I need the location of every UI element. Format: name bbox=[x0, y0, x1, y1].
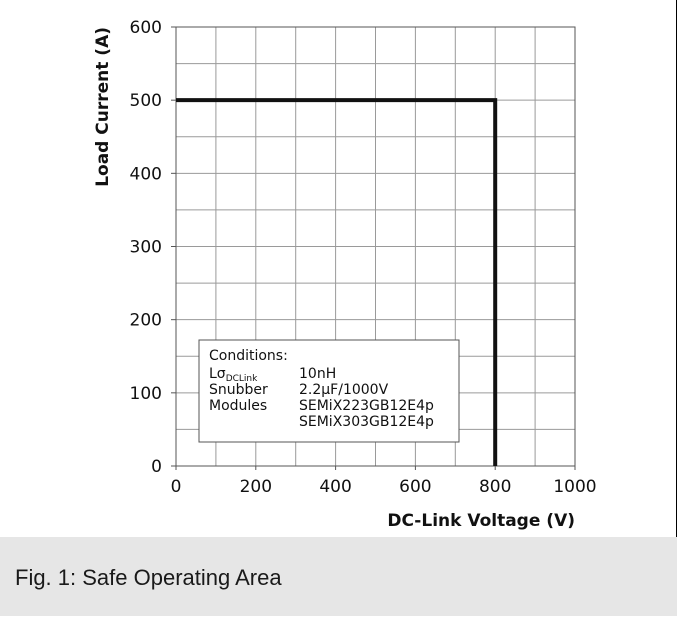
conditions-row-value: SEMiX223GB12E4p bbox=[299, 398, 434, 414]
y-tick-label: 400 bbox=[130, 164, 162, 184]
soa-chart: 0 200 400 600 800 1000 0 100 200 300 400 500 600 Con… bbox=[93, 18, 597, 531]
y-tick-label: 600 bbox=[130, 18, 162, 38]
conditions-row-value: 2.2µF/1000V bbox=[299, 382, 389, 398]
x-tick-label: 400 bbox=[319, 477, 351, 497]
conditions-row-label: Snubber bbox=[209, 382, 268, 398]
y-tick-label: 200 bbox=[130, 311, 162, 331]
x-tick-label: 800 bbox=[479, 477, 511, 497]
conditions-row-value: 10nH bbox=[299, 366, 336, 382]
soa-boundary-line bbox=[176, 98, 498, 466]
conditions-row-value: SEMiX303GB12E4p bbox=[299, 414, 434, 430]
caption-bar bbox=[0, 537, 677, 616]
y-tick-label: 0 bbox=[151, 457, 162, 477]
x-tick-label: 0 bbox=[171, 477, 182, 497]
x-tick-label: 1000 bbox=[553, 477, 596, 497]
x-axis-label: DC-Link Voltage (V) bbox=[387, 511, 575, 531]
conditions-row-label: Modules bbox=[209, 398, 267, 414]
axis-ticks: 0 200 400 600 800 1000 0 100 200 300 400 500 600 bbox=[130, 18, 597, 497]
y-axis-label: Load Current (A) bbox=[93, 27, 113, 187]
y-tick-label: 100 bbox=[130, 384, 162, 404]
figure-caption: Fig. 1: Safe Operating Area bbox=[15, 565, 282, 590]
conditions-heading: Conditions: bbox=[209, 348, 288, 364]
y-tick-label: 500 bbox=[130, 91, 162, 111]
x-tick-label: 200 bbox=[240, 477, 272, 497]
conditions-row-label-subscript: DCLink bbox=[226, 374, 258, 384]
y-tick-label: 300 bbox=[130, 238, 162, 258]
conditions-box-frame bbox=[198, 339, 460, 443]
series-layer bbox=[176, 98, 498, 466]
x-tick-label: 600 bbox=[399, 477, 431, 497]
